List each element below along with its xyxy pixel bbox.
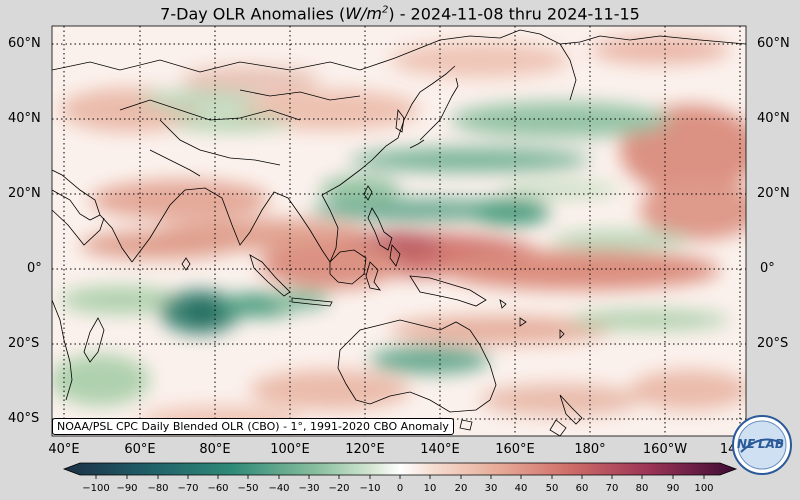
lat-label-right: 40°N (757, 111, 790, 126)
map-frame (51, 25, 747, 437)
lon-label: 180° (574, 442, 606, 457)
colorbar-tick-label: −100 (82, 483, 110, 494)
colorbar-tick-marks (95, 475, 705, 479)
colorbar-tick-label: 40 (514, 483, 528, 494)
lat-label-right: 20°S (757, 336, 789, 351)
colorbar-tick-label: −20 (328, 483, 350, 494)
lat-label-left: 40°S (8, 411, 40, 426)
lon-label: 140°E (420, 442, 460, 457)
lon-label: 160°W (642, 442, 688, 457)
colorbar-tick-label: −90 (116, 483, 138, 494)
colorbar-tick-label: 30 (484, 483, 498, 494)
map-title: 7-Day OLR Anomalies (W/m2) - 2024-11-08 … (160, 4, 640, 24)
lon-label: 80°E (199, 442, 231, 457)
lon-label: 160°E (495, 442, 535, 457)
lat-label-left: 40°N (8, 111, 41, 126)
colorbar-tick-label: −80 (147, 483, 169, 494)
lat-label-right: 60°N (757, 36, 790, 51)
colorbar-tick-label: 70 (605, 483, 619, 494)
lat-label-left: 60°N (8, 36, 41, 51)
colorbar-tick-label: −50 (237, 483, 259, 494)
lat-label-left: 20°N (8, 186, 41, 201)
lon-label: 120°E (345, 442, 385, 457)
colorbar-tick-label: −60 (207, 483, 229, 494)
logo-text-a: NE (737, 437, 756, 451)
colorbar-tick-label: −30 (298, 483, 320, 494)
graticule (52, 26, 746, 436)
colorbar-tick-label: 20 (454, 483, 468, 494)
colorbar-tick-label: −40 (268, 483, 290, 494)
colorbar-tick-label: 60 (575, 483, 589, 494)
colorbar-tick-label: −10 (359, 483, 381, 494)
lat-label-left: 0° (27, 261, 42, 276)
anomaly-field (52, 26, 746, 436)
data-source-credit: NOAA/PSL CPC Daily Blended OLR (CBO) - 1… (52, 418, 454, 435)
lon-label: 100°E (270, 442, 310, 457)
colorbar-tick-label: 90 (666, 483, 680, 494)
colorbar-tick-label: 100 (694, 483, 714, 494)
colorbar-tick-label: 50 (545, 483, 559, 494)
lat-label-right: 0° (760, 261, 775, 276)
lon-label: 60°E (124, 442, 156, 457)
psl-logo-icon[interactable]: NE LAB (731, 414, 793, 476)
logo-text-b: LAB (758, 437, 784, 451)
lon-label: 40°E (48, 442, 80, 457)
colorbar-tick-label: −70 (177, 483, 199, 494)
colorbar-tick-label: 10 (423, 483, 437, 494)
colorbar-tick-label: 0 (396, 483, 404, 494)
colorbar-tick-label: 80 (635, 483, 649, 494)
colorbar (62, 462, 738, 476)
lat-label-left: 20°S (8, 336, 40, 351)
coastlines (52, 29, 746, 436)
lat-label-right: 20°N (757, 186, 790, 201)
